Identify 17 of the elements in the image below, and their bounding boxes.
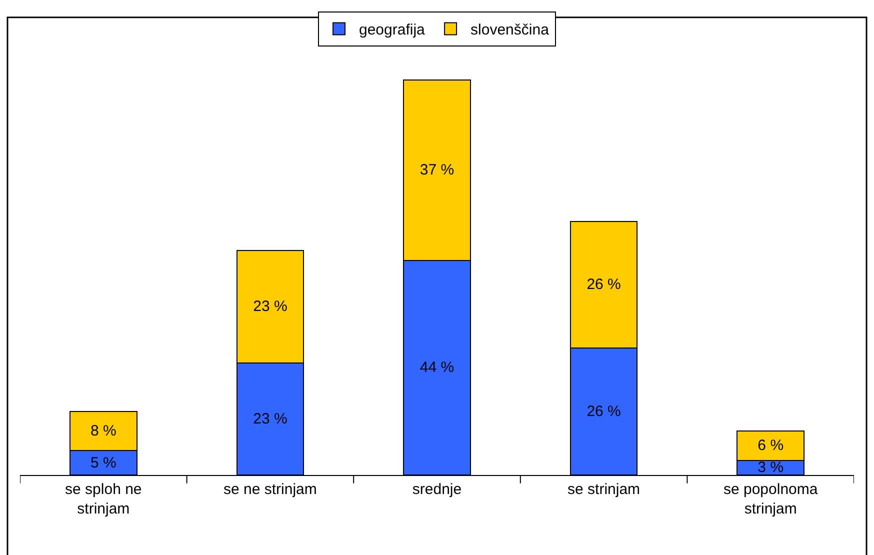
data-label: 26 % <box>586 403 621 420</box>
legend-label: slovenščina <box>470 22 550 39</box>
x-tick-label: se strinjam <box>568 481 640 498</box>
x-tick-label: srednje <box>412 481 462 498</box>
legend-label: geografija <box>359 22 426 39</box>
data-label: 3 % <box>758 459 784 476</box>
data-label: 8 % <box>90 422 116 440</box>
x-tick-label: se popolnoma strinjam <box>723 481 818 518</box>
data-label: 37 % <box>420 162 454 179</box>
data-label: 23 % <box>253 410 288 428</box>
data-label: 6 % <box>758 437 784 454</box>
x-tick-label: se sploh ne strinjam <box>65 481 142 518</box>
data-label: 44 % <box>420 359 454 376</box>
data-label: 26 % <box>586 276 621 294</box>
data-label: 23 % <box>253 298 288 316</box>
data-label: 5 % <box>90 454 116 472</box>
x-tick-label: se ne strinjam <box>224 481 317 498</box>
